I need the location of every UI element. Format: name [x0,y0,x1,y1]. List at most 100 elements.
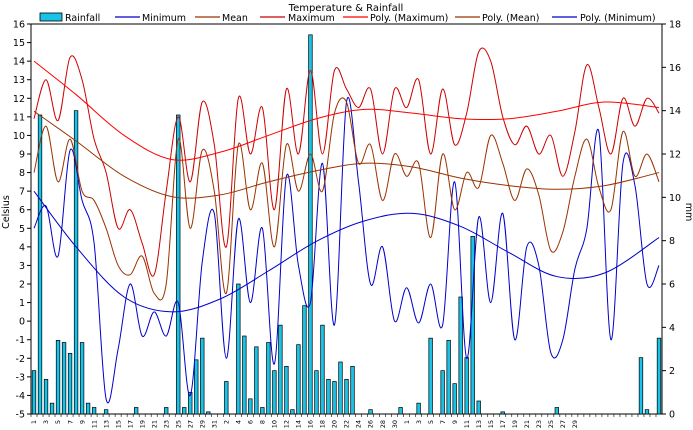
y-left-tick-label-19: 14 [13,57,25,68]
x-tick-label-10: 21 [150,420,158,428]
x-tick-label-41: 21 [523,420,531,428]
x-tick-label-14: 29 [198,420,206,428]
rainfall-bar-3 [43,378,49,415]
x-tick-label-3: 7 [66,420,74,424]
rainfall-bar-69 [440,370,445,415]
trend-line-poly-maximum [33,60,660,161]
rainfall-bar-105 [656,337,662,415]
x-tick-label-15: 31 [210,420,218,428]
rainfall-bar-44 [290,409,295,415]
y-left-tick-label-10: 5 [19,224,25,235]
y-left-tick-label-17: 12 [13,94,25,105]
rainfall-bar-53 [344,378,349,415]
rainfall-bar-26 [182,407,187,415]
x-tick-label-27: 24 [355,420,363,428]
x-tick-label-20: 10 [271,420,279,428]
rainfall-bar-40 [266,342,271,415]
x-tick-label-28: 26 [367,420,375,428]
y-right-tick-label-4: 8 [669,236,675,247]
legend-label-maximum: Maximum [288,13,335,24]
rainfall-bar-4 [49,402,55,415]
rainfall-bar-70 [446,339,451,415]
rainfall-bar-41 [272,370,277,415]
y-left-tick-label-21: 16 [13,20,25,31]
rainfall-bar-62 [398,407,403,415]
trend-line-poly-mean [33,110,660,199]
y-left-tick-label-4: -1 [16,335,25,346]
y-axis-label-left: Celsius [1,195,12,229]
x-tick-label-40: 19 [511,420,519,428]
x-tick-label-42: 23 [535,420,543,428]
x-tick-label-0: 1 [30,420,38,424]
plot-frame [30,23,663,415]
rainfall-bar-88 [554,407,559,415]
rainfall-bar-33 [224,381,229,415]
y-left-tick-label-6: 1 [19,298,25,309]
y-left-tick-label-15: 10 [13,131,25,142]
rainfall-bar-102 [638,357,644,415]
x-tick-label-17: 4 [235,420,243,424]
y-left-tick-label-2: -3 [16,372,25,383]
y-left-tick-label-3: -2 [16,354,25,365]
x-tick-label-21: 12 [283,420,291,428]
rainfall-bar-1 [31,370,37,415]
y-right-tick-label-5: 10 [669,193,681,204]
rainfall-bar-7 [67,352,73,415]
rainfall-bar-10 [85,402,91,415]
legend-label-poly-mean: Poly. (Mean) [482,13,539,24]
rainfall-bar-48 [314,370,319,415]
chart-title: Temperature & Rainfall [288,3,404,14]
y-left-tick-label-11: 6 [19,205,25,216]
x-tick-label-11: 23 [162,420,170,428]
series-line-mean [33,97,660,301]
x-tick-label-4: 9 [78,420,86,424]
x-tick-label-34: 7 [439,420,447,424]
y-right-tick-label-1: 2 [669,366,675,377]
trend-line-poly-minimum [33,190,660,313]
rainfall-bar-28 [194,359,199,415]
x-tick-label-39: 17 [499,420,507,428]
y-left-tick-label-20: 15 [13,38,25,49]
rainfall-bar-57 [368,409,373,415]
y-left-tick-label-8: 3 [19,261,25,272]
x-tick-label-18: 6 [247,420,255,424]
rainfall-bar-42 [278,324,283,415]
legend-label-poly-minimum: Poly. (Minimum) [580,13,656,24]
rainfall-bar-73 [464,357,469,415]
rainfall-bar-13 [103,409,109,415]
x-tick-label-19: 8 [259,420,267,424]
x-tick-label-13: 27 [186,420,194,428]
x-tick-label-12: 25 [174,420,182,428]
x-tick-label-22: 14 [295,420,303,428]
x-tick-label-32: 3 [415,420,423,424]
legend: Rainfall Minimum Mean Maximum Poly. (Max… [39,12,656,24]
rainfall-bar-52 [338,361,343,415]
y-left-tick-label-5: 0 [19,317,25,328]
rainfall-bar-29 [200,337,205,415]
x-tick-label-35: 9 [451,420,459,424]
rainfall-bar-37 [248,398,253,415]
rainfall-bar-45 [296,344,301,415]
y-right-tick-label-0: 0 [669,410,675,421]
x-tick-label-1: 3 [42,420,50,424]
rainfall-bar-43 [284,365,289,415]
rainfall-bar-36 [242,335,247,415]
x-tick-label-33: 5 [427,420,435,424]
y-axis-label-right: mm [683,203,693,222]
legend-label-rainfall: Rainfall [65,13,100,24]
rainfall-bar-30 [206,411,211,415]
y-left-tick-label-0: -5 [16,410,25,421]
x-tick-label-45: 29 [571,420,579,428]
rainfall-bar-39 [260,407,265,415]
rainfall-bar-72 [458,296,463,415]
rainfall-bar-9 [79,342,85,415]
rainfall-bar-8 [73,110,79,415]
rainfall-bar-27 [188,391,193,415]
y-right-tick-label-3: 6 [669,280,675,291]
rainfall-bar-71 [452,383,457,415]
legend-swatch-rainfall [39,12,63,22]
y-left-tick-label-16: 11 [13,112,25,123]
x-tick-label-8: 17 [126,420,134,428]
y-right-tick-label-9: 18 [669,20,681,31]
y-left-tick-label-9: 4 [19,242,25,253]
